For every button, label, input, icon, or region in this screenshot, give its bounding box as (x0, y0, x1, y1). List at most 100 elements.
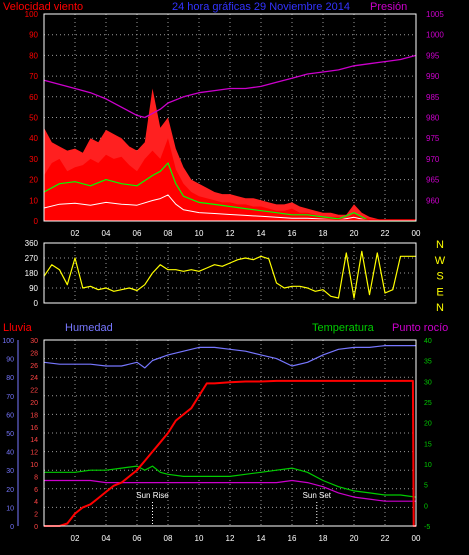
humidity-tick-label: 90 (6, 357, 14, 364)
compass-letter: N (436, 239, 444, 251)
humidity-tick-label: 0 (10, 524, 14, 531)
pressure-tick-label: 980 (426, 114, 440, 123)
pressure-tick-label: 970 (426, 155, 440, 164)
wind-tick-label: 80 (29, 51, 38, 60)
direction-tick-label: 270 (25, 254, 39, 263)
pressure-tick-label: 1000 (426, 31, 444, 40)
rain-tick-label: 10 (30, 462, 38, 469)
hour-tick-label: 18 (319, 534, 328, 543)
left-label-rain: Lluvia (3, 322, 33, 334)
rain-tick-label: 18 (30, 412, 38, 419)
temperature-tick-label: 5 (424, 483, 428, 490)
panel-frame (43, 13, 417, 222)
humidity-tick-label: 100 (2, 338, 14, 345)
hour-tick-label: 04 (102, 534, 111, 543)
humidity-tick-label: 10 (6, 505, 14, 512)
wind-average-line (43, 162, 416, 222)
hour-tick-label: 14 (257, 229, 266, 238)
wind-tick-label: 100 (25, 10, 39, 19)
humidity-tick-label: 50 (6, 431, 14, 438)
direction-tick-label: 90 (29, 284, 38, 293)
temperature-tick-label: 0 (424, 503, 428, 510)
temperature-tick-label: 40 (424, 338, 432, 345)
hour-tick-label: 12 (226, 534, 235, 543)
rain-tick-label: 12 (30, 450, 38, 457)
hour-tick-label: 00 (412, 534, 421, 543)
pressure-tick-label: 975 (426, 134, 440, 143)
hour-tick-label: 06 (133, 229, 142, 238)
humidity-tick-label: 60 (6, 412, 14, 419)
wind-direction-line (43, 250, 416, 299)
temperature-line (44, 465, 417, 498)
temperature-tick-label: 25 (424, 400, 432, 407)
rain-tick-label: 2 (34, 512, 38, 519)
hour-tick-label: 18 (319, 229, 328, 238)
rain-tick-label: 6 (34, 487, 38, 494)
pressure-tick-label: 960 (426, 196, 440, 205)
dewpoint-line (44, 479, 416, 502)
wind-tick-label: 60 (29, 93, 38, 102)
rain-tick-label: 22 (30, 388, 38, 395)
series-layer (43, 54, 417, 527)
rain-tick-label: 16 (30, 425, 38, 432)
hour-tick-label: 16 (288, 229, 297, 238)
wind-calm-line (43, 194, 416, 222)
humidity-line (43, 345, 416, 369)
hour-tick-label: 04 (102, 229, 111, 238)
right-label-temperature: Temperatura (312, 322, 375, 334)
rain-tick-label: 26 (30, 363, 38, 370)
hour-tick-label: 06 (133, 534, 142, 543)
rain-tick-label: 14 (30, 437, 38, 444)
pressure-tick-label: 1005 (426, 10, 444, 19)
compass-letter: E (436, 286, 443, 298)
frame-layer (17, 13, 417, 527)
compass-letter: S (436, 271, 443, 283)
chart-title: 24 hora gráficas 29 Noviembre 2014 (172, 1, 350, 13)
panel-frame (43, 339, 417, 527)
humidity-tick-label: 70 (6, 394, 14, 401)
temperature-tick-label: 15 (424, 441, 432, 448)
wind-tick-label: 90 (29, 31, 38, 40)
rain-tick-label: 4 (34, 499, 38, 506)
hour-tick-label: 08 (164, 534, 173, 543)
humidity-tick-label: 40 (6, 450, 14, 457)
rain-line (44, 379, 416, 527)
wind-tick-label: 50 (29, 114, 38, 123)
rain-tick-label: 24 (30, 375, 38, 382)
direction-tick-label: 0 (34, 299, 39, 308)
pressure-tick-label: 990 (426, 72, 440, 81)
hour-tick-label: 16 (288, 534, 297, 543)
temperature-tick-label: -5 (424, 524, 430, 531)
hour-tick-label: 14 (257, 534, 266, 543)
temperature-tick-label: 10 (424, 462, 432, 469)
sun-annotation-label: Sun Rise (136, 491, 169, 500)
hour-tick-label: 20 (350, 534, 359, 543)
wind-tick-label: 70 (29, 72, 38, 81)
wind-tick-label: 10 (29, 196, 38, 205)
wind-tick-label: 0 (34, 217, 39, 226)
pressure-tick-label: 995 (426, 51, 440, 60)
left-label-wind: Velocidad viento (3, 1, 83, 13)
tick-label-layer: Sun Rise Sun Set0102030405060708090100960… (2, 10, 445, 543)
hour-tick-label: 22 (381, 229, 390, 238)
temperature-tick-label: 30 (424, 379, 432, 386)
rain-tick-label: 0 (34, 524, 38, 531)
hour-tick-label: 02 (71, 229, 80, 238)
wind-speed-area (44, 138, 416, 221)
wind-tick-label: 30 (29, 155, 38, 164)
sun-annotation-label: Sun Set (303, 491, 332, 500)
hour-tick-label: 00 (412, 229, 421, 238)
rain-tick-label: 20 (30, 400, 38, 407)
left-label-humidity: Humedad (65, 322, 113, 334)
pressure-line (43, 54, 417, 119)
compass-letter: N (436, 302, 444, 314)
hour-tick-label: 10 (195, 534, 204, 543)
hour-tick-label: 20 (350, 229, 359, 238)
temperature-tick-label: 20 (424, 421, 432, 428)
compass-letter: W (435, 255, 446, 267)
direction-tick-label: 180 (25, 269, 39, 278)
hour-tick-label: 08 (164, 229, 173, 238)
hour-tick-label: 10 (195, 229, 204, 238)
